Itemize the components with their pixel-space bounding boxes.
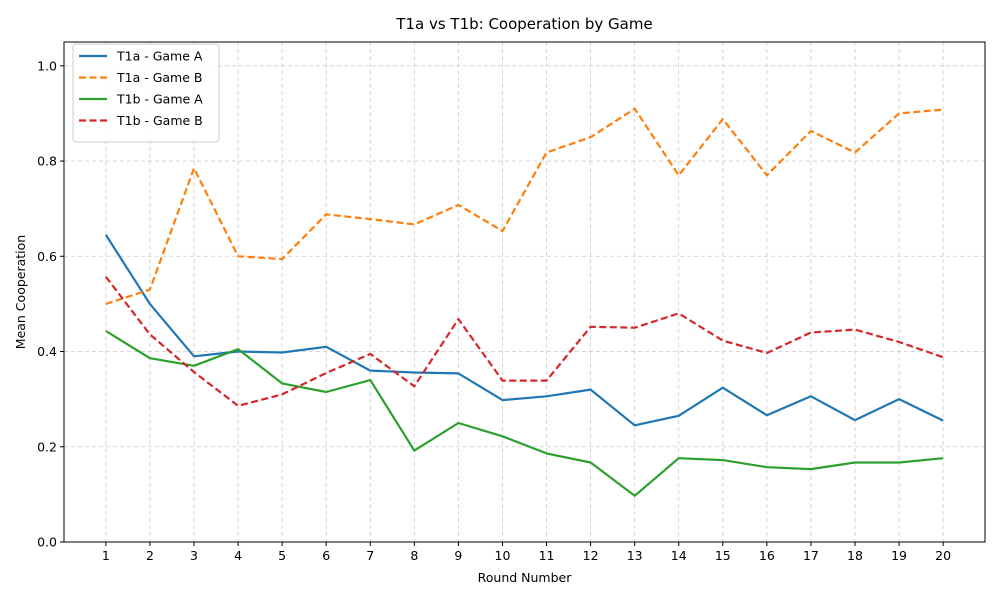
x-tick-label: 14 — [671, 548, 687, 563]
x-tick-label: 16 — [759, 548, 775, 563]
x-tick-label: 11 — [539, 548, 555, 563]
x-tick-label: 6 — [322, 548, 330, 563]
y-tick-label: 1.0 — [37, 58, 57, 73]
legend-box — [72, 43, 220, 143]
legend-label-2: T1a - Game B — [116, 70, 202, 85]
chart-title: T1a vs T1b: Cooperation by Game — [395, 15, 652, 33]
x-tick-label: 8 — [410, 548, 418, 563]
x-tick-label: 12 — [583, 548, 599, 563]
x-tick-label: 9 — [454, 548, 462, 563]
y-axis-label: Mean Cooperation — [13, 235, 28, 349]
legend-label-4: T1b - Game B — [116, 113, 203, 128]
x-tick-label: 20 — [935, 548, 951, 563]
x-tick-label: 7 — [366, 548, 374, 563]
y-tick-label: 0.6 — [37, 249, 57, 264]
plot-frame — [63, 41, 986, 543]
x-tick-label: 17 — [803, 548, 819, 563]
series-line-2 — [105, 107, 944, 305]
x-tick-label: 5 — [278, 548, 286, 563]
x-tick-label: 19 — [891, 548, 907, 563]
series-line-1 — [104, 234, 944, 427]
x-tick-label: 13 — [627, 548, 643, 563]
x-axis-label: Round Number — [478, 570, 573, 585]
y-tick-label: 0.8 — [37, 154, 57, 169]
legend: T1a - Game A T1a - Game B T1b - Game A T1b … — [72, 43, 220, 143]
y-axis-ticks: 0.0 0.2 0.4 0.6 0.8 1.0 — [37, 58, 64, 550]
series-line-3 — [105, 330, 944, 497]
x-tick-label: 3 — [190, 548, 198, 563]
y-tick-label: 0.4 — [37, 344, 57, 359]
x-tick-label: 4 — [234, 548, 242, 563]
x-tick-label: 1 — [102, 548, 110, 563]
x-tick-label: 18 — [847, 548, 863, 563]
x-tick-label: 2 — [146, 548, 154, 563]
legend-label-1: T1a - Game A — [116, 49, 203, 64]
legend-label-3: T1b - Game A — [116, 92, 203, 107]
x-tick-label: 10 — [495, 548, 511, 563]
y-tick-label: 0.0 — [37, 535, 57, 550]
x-axis-ticks: 1 2 3 4 5 6 7 8 9 10 11 12 13 14 15 16 17 18 19 20 — [102, 542, 951, 563]
y-tick-label: 0.2 — [37, 439, 57, 454]
x-tick-label: 15 — [715, 548, 731, 563]
series-line-4 — [105, 276, 944, 407]
series-lines — [104, 107, 944, 497]
